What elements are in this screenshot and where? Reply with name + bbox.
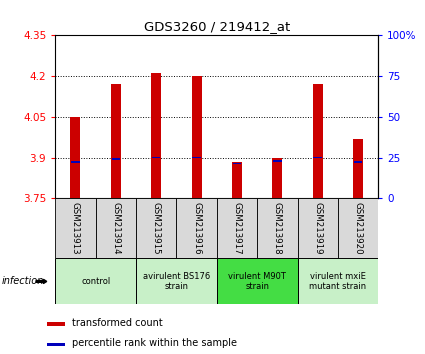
Bar bbox=[151, 73, 161, 198]
Bar bbox=[136, 258, 217, 304]
Bar bbox=[217, 258, 298, 304]
Bar bbox=[192, 156, 201, 159]
Bar bbox=[313, 156, 322, 159]
Text: GSM213917: GSM213917 bbox=[232, 202, 241, 255]
Bar bbox=[136, 198, 176, 258]
Bar bbox=[55, 198, 96, 258]
Bar bbox=[111, 159, 120, 160]
Bar bbox=[232, 162, 242, 198]
Bar bbox=[232, 162, 241, 165]
Bar bbox=[55, 258, 136, 304]
Bar bbox=[111, 84, 121, 198]
Text: virulent M90T
strain: virulent M90T strain bbox=[228, 272, 286, 291]
Text: GSM213913: GSM213913 bbox=[71, 202, 80, 255]
Bar bbox=[176, 198, 217, 258]
Bar bbox=[353, 138, 363, 198]
Text: GSM213918: GSM213918 bbox=[273, 202, 282, 255]
Text: percentile rank within the sample: percentile rank within the sample bbox=[72, 338, 237, 348]
Bar bbox=[47, 343, 65, 346]
Text: control: control bbox=[81, 277, 110, 286]
Bar bbox=[47, 322, 65, 326]
Bar bbox=[257, 198, 298, 258]
Bar bbox=[272, 158, 282, 198]
Text: GSM213920: GSM213920 bbox=[354, 202, 363, 255]
Bar bbox=[217, 198, 257, 258]
Text: GSM213916: GSM213916 bbox=[192, 202, 201, 255]
Text: GSM213919: GSM213919 bbox=[313, 202, 322, 255]
Title: GDS3260 / 219412_at: GDS3260 / 219412_at bbox=[144, 20, 290, 33]
Text: avirulent BS176
strain: avirulent BS176 strain bbox=[143, 272, 210, 291]
Bar bbox=[71, 161, 80, 162]
Bar bbox=[96, 198, 136, 258]
Text: transformed count: transformed count bbox=[72, 318, 163, 328]
Bar bbox=[273, 160, 282, 162]
Bar bbox=[338, 198, 378, 258]
Bar bbox=[71, 117, 80, 198]
Text: GSM213915: GSM213915 bbox=[152, 202, 161, 255]
Bar bbox=[192, 76, 201, 198]
Bar bbox=[298, 258, 378, 304]
Bar bbox=[298, 198, 338, 258]
Text: virulent mxiE
mutant strain: virulent mxiE mutant strain bbox=[309, 272, 366, 291]
Bar bbox=[152, 156, 161, 159]
Text: GSM213914: GSM213914 bbox=[111, 202, 120, 255]
Text: infection: infection bbox=[2, 276, 45, 286]
Bar bbox=[313, 84, 323, 198]
Bar bbox=[354, 161, 363, 163]
